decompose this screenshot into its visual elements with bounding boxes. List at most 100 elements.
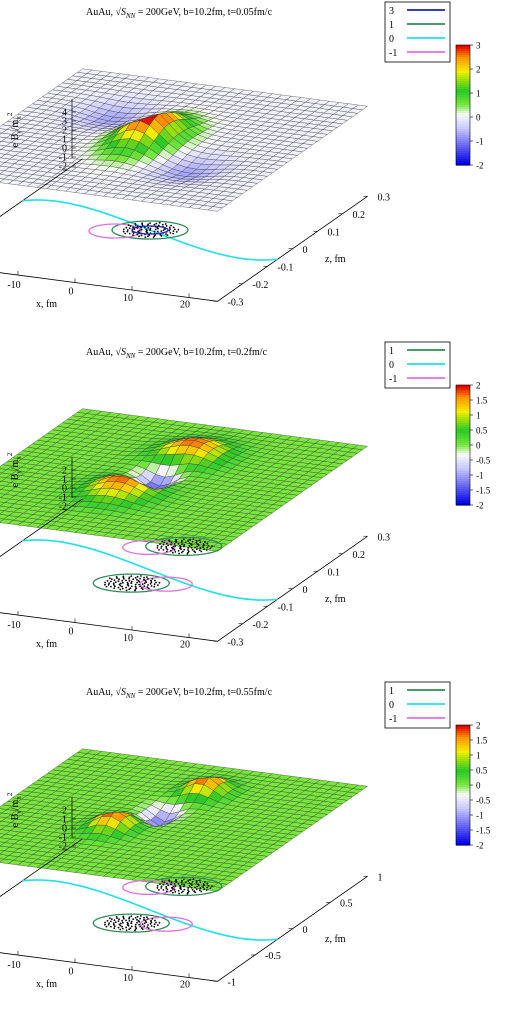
particle: [121, 579, 124, 582]
z-axis-label: z, fm: [325, 254, 346, 265]
particle: [129, 225, 132, 227]
particle: [209, 547, 212, 550]
colorbar-cell: [456, 67, 470, 70]
z-axis-label: z, fm: [325, 934, 346, 945]
particle: [165, 890, 168, 893]
particle: [171, 551, 174, 554]
colorbar-cell: [456, 107, 470, 110]
particle: [165, 885, 168, 888]
particle: [160, 235, 163, 237]
particle: [187, 887, 190, 889]
colorbar-cell: [456, 781, 470, 784]
particle: [139, 577, 142, 580]
particle: [183, 548, 186, 551]
colorbar-cell: [456, 841, 470, 844]
colorbar-cell: [456, 49, 470, 52]
x-tick-label: 0: [69, 287, 74, 298]
particle: [141, 923, 144, 926]
colorbar-cell: [456, 393, 470, 396]
particle: [202, 546, 205, 548]
colorbar-cell: [456, 471, 470, 474]
particle: [198, 879, 201, 882]
particle: [189, 879, 192, 881]
particle: [173, 883, 176, 885]
particle: [136, 575, 139, 578]
x-tick-label: 10: [123, 633, 133, 644]
particle: [172, 885, 175, 888]
particle: [145, 230, 148, 233]
colorbar-cell: [456, 161, 470, 164]
particle: [110, 585, 112, 588]
particle: [143, 582, 146, 585]
colorbar-tick-label: 0.5: [476, 426, 488, 436]
colorbar-cell: [456, 813, 470, 816]
particle: [147, 584, 149, 586]
particle: [182, 550, 184, 553]
particle: [174, 878, 177, 881]
colorbar-cell: [456, 385, 470, 388]
colorbar-cell: [456, 833, 470, 836]
particle: [147, 578, 149, 580]
particle: [134, 583, 137, 586]
particle: [166, 888, 169, 891]
particle: [203, 548, 206, 551]
colorbar-cell: [456, 775, 470, 778]
particle: [209, 887, 212, 890]
particle: [181, 883, 183, 885]
colorbar-cell: [456, 115, 470, 118]
particle: [122, 915, 125, 918]
particle: [104, 581, 106, 584]
colorbar-cell: [456, 437, 470, 440]
particle: [134, 916, 137, 919]
particle: [179, 547, 182, 549]
particle: [172, 887, 174, 890]
z-tick-label: 0.3: [378, 532, 391, 543]
z-tick-label: -0.1: [278, 262, 294, 273]
particle: [155, 921, 157, 924]
particle: [149, 922, 152, 925]
particle: [159, 543, 161, 545]
particle: [147, 587, 150, 590]
colorbar-cell: [456, 785, 470, 788]
particle: [145, 921, 148, 924]
x-tick-label: 20: [180, 640, 190, 651]
colorbar-cell: [456, 449, 470, 452]
particle: [145, 228, 148, 231]
particle: [179, 887, 182, 889]
particle: [183, 883, 186, 886]
particle: [165, 545, 168, 548]
particle: [114, 925, 116, 928]
colorbar-tick-label: 1.5: [476, 396, 488, 406]
particle: [195, 880, 198, 882]
particle: [165, 550, 168, 553]
particle: [165, 233, 167, 235]
particle: [167, 544, 170, 547]
particle: [182, 545, 185, 548]
particle: [199, 881, 202, 884]
colorbar-cell: [456, 791, 470, 794]
particle: [104, 583, 106, 586]
colorbar-cell: [456, 141, 470, 144]
z-tick-label: 0: [303, 585, 308, 596]
particle: [127, 224, 130, 227]
particle: [164, 223, 167, 225]
colorbar-cell: [456, 409, 470, 412]
particle: [175, 881, 178, 883]
surface-mesh: [0, 748, 368, 892]
particle: [119, 584, 122, 587]
particle: [112, 922, 115, 925]
colorbar-cell: [456, 465, 470, 468]
colorbar-cell: [456, 155, 470, 158]
surface-plot-3: AuAu, √SNN = 200GeV, b=10.2fm, t=0.55fm/…: [0, 681, 491, 991]
contour-1: [145, 876, 223, 897]
particle: [168, 880, 171, 883]
colorbar-cell: [456, 119, 470, 122]
colorbar-tick-label: -0.5: [476, 796, 491, 806]
particle: [134, 585, 137, 588]
colorbar-cell: [456, 419, 470, 422]
particle: [187, 547, 190, 549]
contour-neg1: [139, 576, 193, 592]
particle: [153, 583, 156, 586]
particle: [174, 545, 177, 547]
particle: [202, 883, 205, 885]
